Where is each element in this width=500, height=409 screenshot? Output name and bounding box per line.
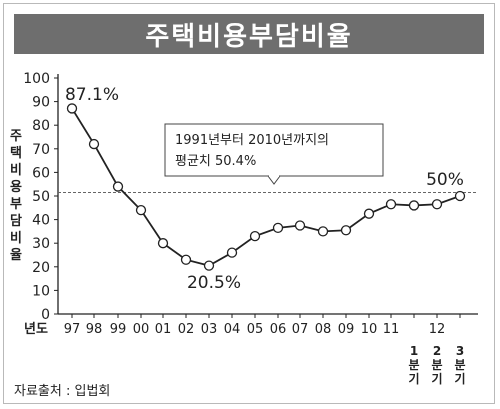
quarter-label: 2	[433, 344, 441, 358]
callout-text: 평균치 50.4%	[175, 154, 256, 169]
x-tick-label: 01	[155, 322, 172, 337]
callout-pointer	[267, 175, 281, 185]
x-tick-label: 97	[64, 322, 81, 337]
y-tick-label: 30	[32, 236, 50, 252]
data-point	[157, 238, 169, 249]
data-label: 20.5%	[187, 273, 241, 293]
x-tick-label: 03	[201, 322, 218, 337]
x-tick-label: 04	[224, 322, 241, 337]
source-note: 자료출처 : 입법회	[14, 384, 111, 399]
callout-box	[164, 123, 384, 177]
data-point	[363, 208, 375, 219]
x-axis-label: 년도	[24, 322, 48, 337]
data-point	[317, 226, 329, 237]
data-label: 50%	[426, 170, 464, 190]
quarter-label: 기	[454, 371, 465, 386]
x-tick-label: 06	[270, 322, 287, 337]
x-tick-label: 10	[361, 322, 378, 337]
y-tick-label: 40	[32, 213, 50, 229]
data-point	[203, 260, 215, 271]
y-tick-label: 50	[32, 189, 50, 205]
y-tick-label: 60	[32, 165, 50, 181]
x-tick-label: 09	[338, 322, 355, 337]
x-tick-label: 08	[315, 322, 332, 337]
data-point	[408, 200, 420, 211]
x-tick-label: 05	[247, 322, 264, 337]
x-tick-label: 99	[110, 322, 127, 337]
quarter-label: 기	[408, 371, 419, 386]
x-tick-label: 02	[178, 322, 195, 337]
data-point	[135, 205, 147, 216]
data-point	[431, 199, 443, 210]
data-point	[112, 181, 124, 192]
x-tick-label: 98	[86, 322, 103, 337]
x-tick-label: 11	[383, 322, 400, 337]
data-point	[272, 222, 284, 234]
quarter-label: 기	[431, 371, 442, 386]
quarter-label: 분	[454, 358, 465, 372]
y-tick-label: 0	[41, 307, 50, 323]
quarter-label: 3	[456, 344, 464, 358]
callout-text: 1991년부터 2010년까지의	[175, 133, 329, 148]
x-tick-label: 12	[429, 322, 446, 337]
y-axis-label: 주택비용부담비율	[10, 129, 22, 263]
y-tick-label: 100	[23, 71, 50, 87]
quarter-label: 분	[431, 358, 442, 372]
data-point	[180, 254, 192, 265]
x-tick-label: 07	[292, 322, 309, 337]
chart-frame	[3, 3, 495, 404]
data-point	[66, 103, 78, 114]
x-tick-label: 00	[133, 322, 150, 337]
quarter-label: 분	[408, 358, 419, 372]
y-tick-label: 80	[32, 118, 50, 134]
y-tick-label: 70	[32, 142, 50, 158]
data-label: 87.1%	[65, 85, 119, 105]
data-point	[385, 199, 397, 210]
chart-title: 주택비용부담비율	[14, 14, 484, 54]
data-point	[249, 230, 261, 242]
quarter-label: 1	[410, 344, 418, 358]
data-point	[226, 247, 238, 258]
data-point	[454, 190, 466, 202]
data-point	[294, 220, 306, 231]
y-tick-label: 10	[32, 283, 50, 299]
data-point	[340, 225, 352, 236]
data-point	[88, 138, 100, 150]
y-tick-label: 20	[32, 260, 50, 276]
y-tick-label: 90	[32, 95, 50, 111]
